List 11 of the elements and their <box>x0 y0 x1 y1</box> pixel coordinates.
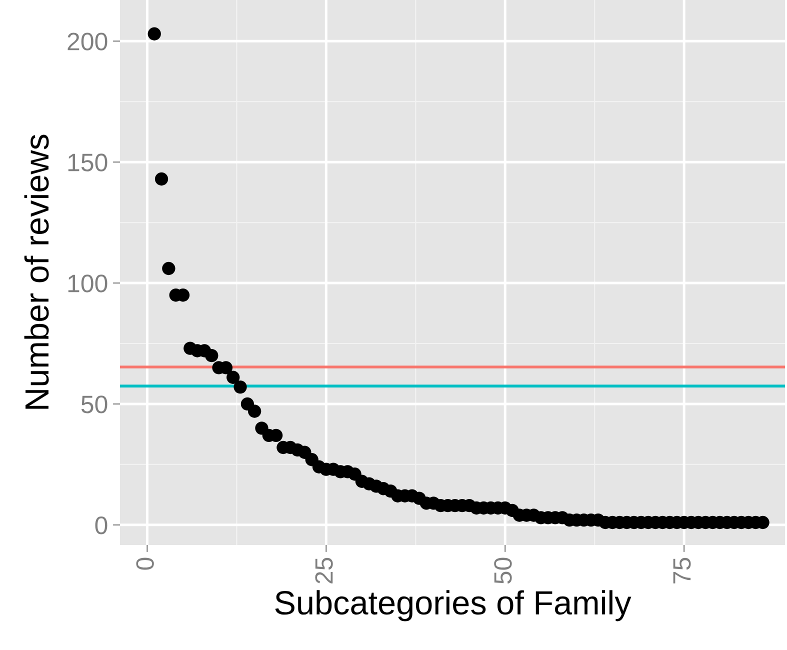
y-tick-label: 150 <box>68 154 108 172</box>
x-tick-label: 75 <box>673 558 691 584</box>
x-tick-label: 50 <box>494 558 512 584</box>
y-tick-label: 200 <box>68 32 108 50</box>
y-tick-label: 50 <box>81 396 108 414</box>
y-tick-label: 100 <box>68 274 108 292</box>
x-tick-label: 0 <box>136 558 154 570</box>
x-tick-label: 25 <box>315 558 333 584</box>
y-axis-title: Number of reviews <box>24 134 49 409</box>
y-tick-label: 0 <box>95 516 108 534</box>
x-axis-title: Subcategories of Family <box>275 590 632 622</box>
